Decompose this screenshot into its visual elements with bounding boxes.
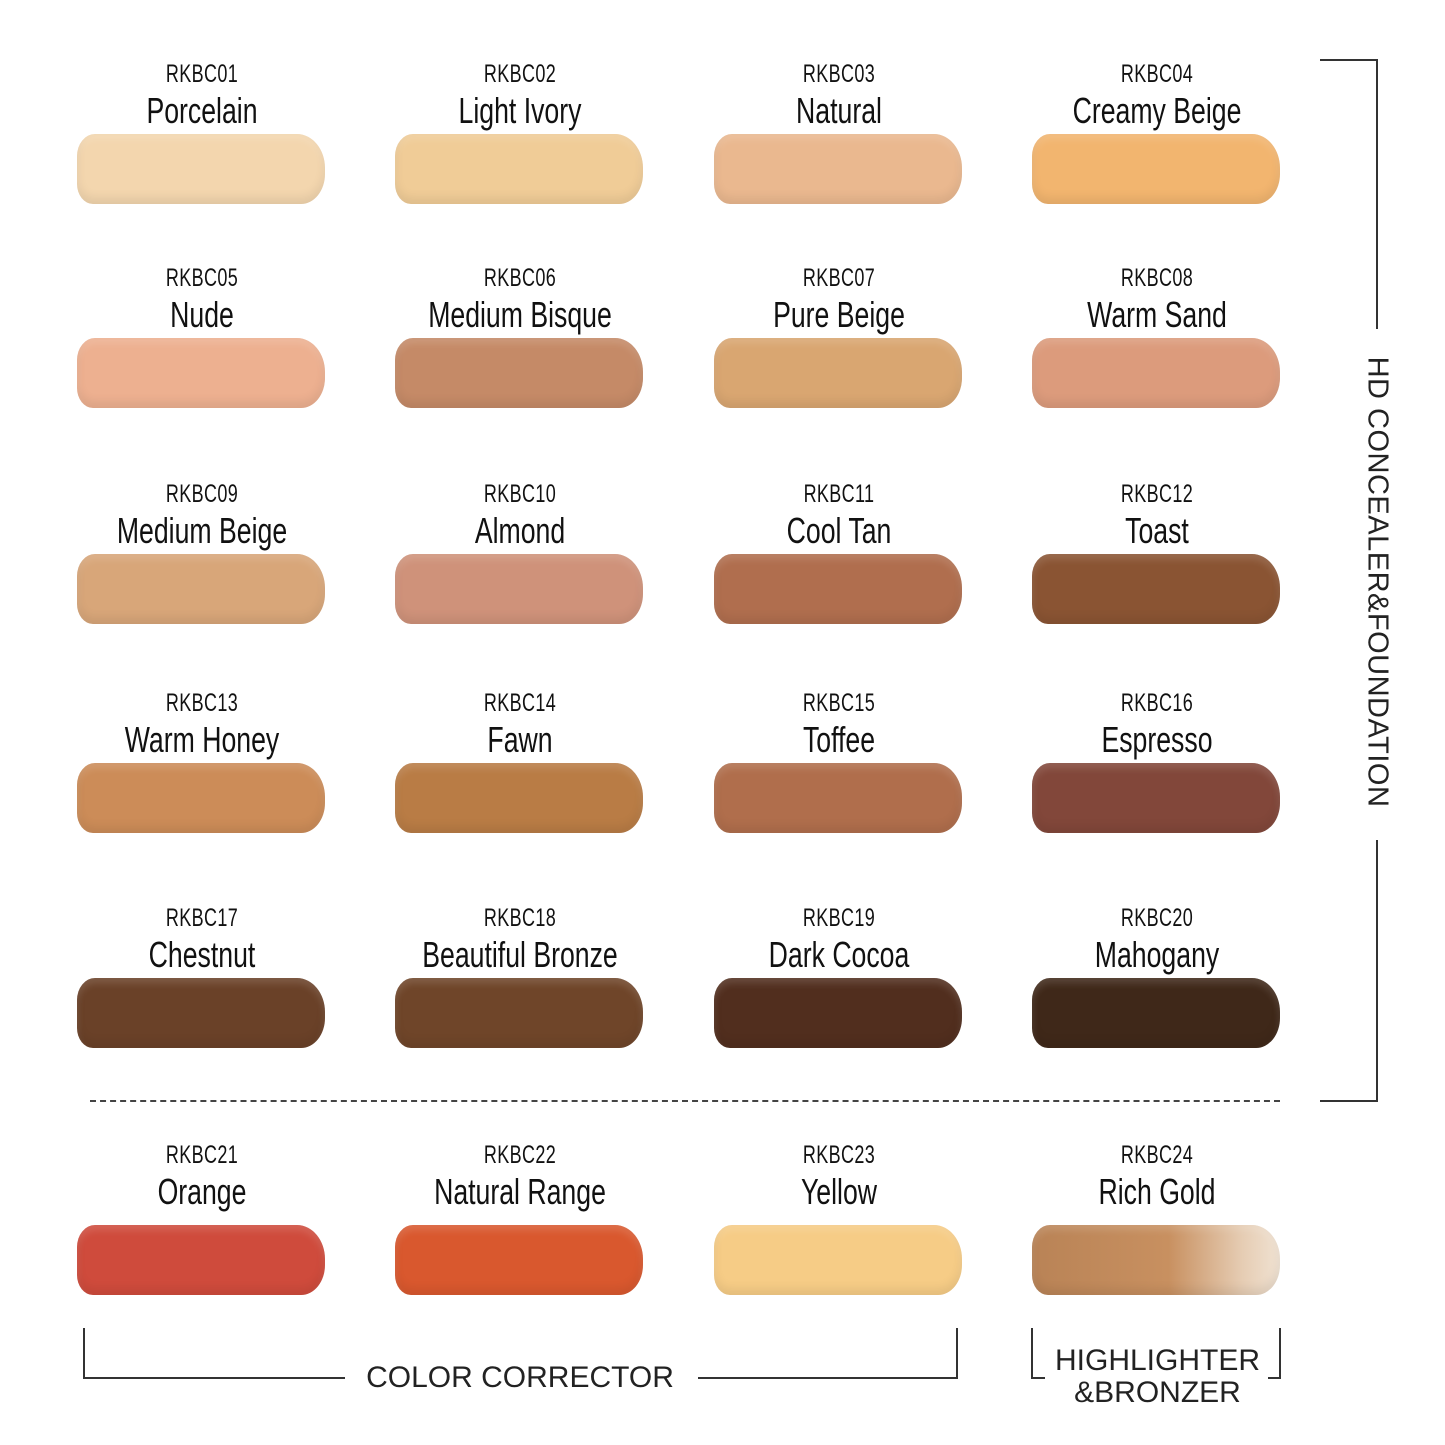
shade-name: Almond	[474, 510, 566, 551]
shade-swatch	[1032, 978, 1280, 1048]
shade-swatch	[395, 763, 643, 833]
shade-name: Natural	[796, 90, 882, 131]
shade-code: RKBC22	[483, 1141, 557, 1169]
shade-name: Light Ivory	[458, 90, 582, 131]
shade-code: RKBC16	[1120, 689, 1194, 717]
bracket-line	[1031, 1328, 1033, 1378]
shade-name: Toast	[1125, 510, 1189, 551]
shade-swatch	[1032, 763, 1280, 833]
shade-swatch	[1032, 338, 1280, 408]
shade-code: RKBC08	[1120, 264, 1194, 292]
shade-name: Mahogany	[1094, 934, 1220, 975]
bracket-line	[83, 1377, 345, 1379]
shade-code: RKBC04	[1120, 60, 1194, 88]
bracket-line	[956, 1328, 958, 1378]
shade-code: RKBC02	[483, 60, 557, 88]
shade-swatch	[77, 763, 325, 833]
shade-swatch	[1032, 134, 1280, 204]
shade-name: Toffee	[802, 719, 876, 760]
shade-code: RKBC07	[802, 264, 876, 292]
shade-name: Creamy Beige	[1072, 90, 1242, 131]
shade-name: Beautiful Bronze	[422, 934, 618, 975]
shade-name: Chestnut	[148, 934, 256, 975]
shade-swatch	[714, 1225, 962, 1295]
shade-swatch	[77, 978, 325, 1048]
shade-name: Warm Honey	[124, 719, 280, 760]
bracket-line	[1031, 1377, 1045, 1379]
bracket-line	[1320, 59, 1378, 61]
shade-name: Fawn	[487, 719, 553, 760]
shade-swatch	[714, 134, 962, 204]
section-divider	[90, 1100, 1280, 1102]
shade-swatch	[77, 1225, 325, 1295]
shade-code: RKBC21	[165, 1141, 239, 1169]
shade-code: RKBC13	[165, 689, 239, 717]
shade-name: Nude	[170, 294, 234, 335]
bracket-line	[83, 1328, 85, 1378]
shade-name: Espresso	[1101, 719, 1213, 760]
shade-swatch	[714, 978, 962, 1048]
shade-swatch	[395, 978, 643, 1048]
shade-code: RKBC09	[165, 480, 239, 508]
bracket-line	[1320, 1100, 1378, 1102]
shade-name: Rich Gold	[1098, 1171, 1216, 1212]
shade-swatch	[77, 338, 325, 408]
bracket-line	[1376, 840, 1378, 1102]
shade-code: RKBC20	[1120, 904, 1194, 932]
shade-name: Warm Sand	[1087, 294, 1227, 335]
shade-swatch	[714, 763, 962, 833]
highlighter-group-label: HIGHLIGHTER &BRONZER	[1045, 1345, 1270, 1409]
highlighter-label-line2: &BRONZER	[1074, 1376, 1241, 1409]
shade-code: RKBC01	[165, 60, 239, 88]
shade-swatch	[1032, 1225, 1280, 1295]
bracket-line	[698, 1377, 958, 1379]
shade-swatch	[395, 1225, 643, 1295]
shade-swatch	[395, 554, 643, 624]
shade-code: RKBC14	[483, 689, 557, 717]
shade-swatch	[395, 338, 643, 408]
shade-code: RKBC10	[483, 480, 557, 508]
shade-name: Dark Cocoa	[768, 934, 910, 975]
shade-code: RKBC12	[1120, 480, 1194, 508]
shade-code: RKBC03	[802, 60, 876, 88]
shade-name: Medium Bisque	[428, 294, 612, 335]
bracket-line	[1376, 59, 1378, 329]
highlighter-label-line1: HIGHLIGHTER	[1054, 1344, 1261, 1377]
shade-code: RKBC06	[483, 264, 557, 292]
shade-swatch	[1032, 554, 1280, 624]
shade-code: RKBC19	[802, 904, 876, 932]
corrector-group-label: COLOR CORRECTOR	[366, 1361, 674, 1394]
shade-code: RKBC11	[803, 480, 875, 508]
shade-name: Orange	[157, 1171, 247, 1212]
shade-name: Yellow	[800, 1171, 878, 1212]
shade-code: RKBC05	[165, 264, 239, 292]
shade-name: Medium Beige	[116, 510, 288, 551]
shade-code: RKBC24	[1120, 1141, 1194, 1169]
shade-name: Pure Beige	[773, 294, 905, 335]
shade-swatch	[77, 134, 325, 204]
shade-swatch	[714, 338, 962, 408]
shade-swatch	[77, 554, 325, 624]
foundation-group-label: HD CONCEALER&FOUNDATION	[1361, 356, 1394, 808]
shade-name: Cool Tan	[786, 510, 892, 551]
shade-code: RKBC18	[483, 904, 557, 932]
shade-code: RKBC23	[802, 1141, 876, 1169]
shade-code: RKBC15	[802, 689, 876, 717]
bracket-line	[1268, 1377, 1281, 1379]
shade-name: Porcelain	[146, 90, 258, 131]
shade-code: RKBC17	[165, 904, 239, 932]
bracket-line	[1279, 1328, 1281, 1378]
shade-name: Natural Range	[434, 1171, 606, 1212]
shade-swatch	[714, 554, 962, 624]
shade-swatch	[395, 134, 643, 204]
